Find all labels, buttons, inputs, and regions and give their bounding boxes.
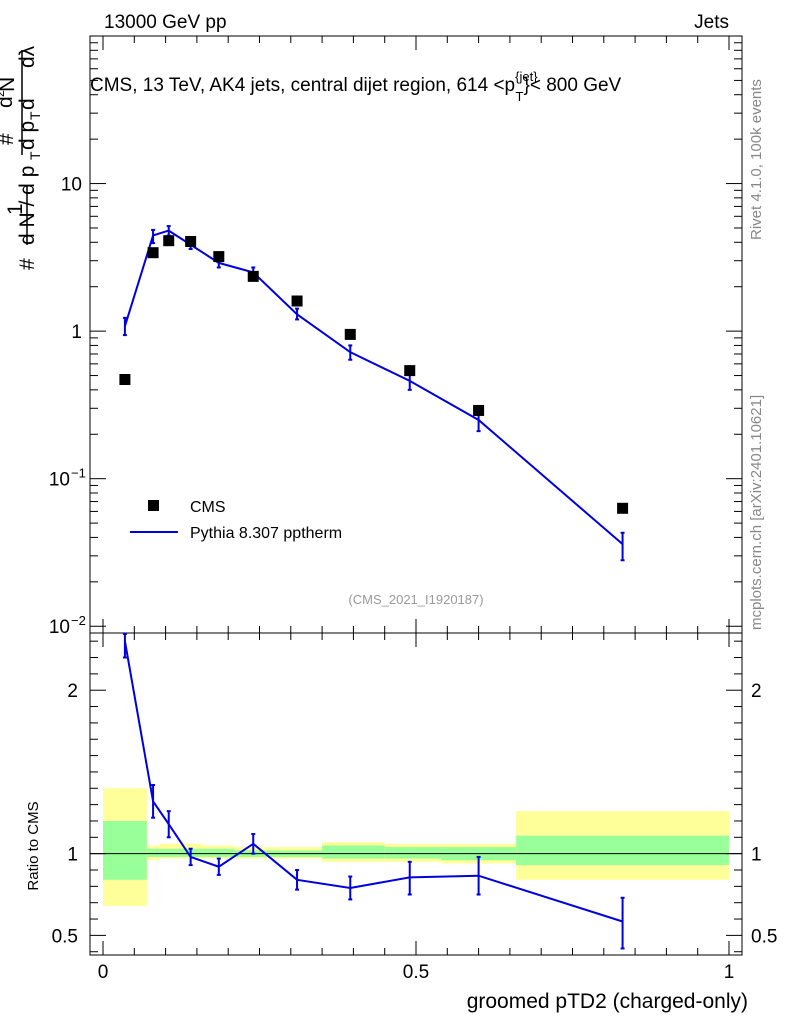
cms-data-point: [617, 502, 629, 514]
main-plot-title: CMS, 13 TeV, AK4 jets, central dijet reg…: [90, 69, 622, 104]
svg-text:T: T: [27, 151, 43, 160]
cms-data-point: [163, 235, 175, 247]
cms-data-point: [147, 247, 159, 259]
legend-pythia-label: Pythia 8.307 pptherm: [190, 525, 342, 542]
svg-text:#: #: [0, 133, 18, 145]
pythia-line: [123, 229, 624, 545]
svg-text:2: 2: [0, 90, 7, 97]
main-y-tick-label: 10: [49, 617, 70, 638]
svg-text:#: #: [16, 258, 39, 270]
cms-data-point: [119, 374, 131, 386]
ratio-frame: [89, 632, 743, 956]
main-ylabel: # d N / d p T 1 d p T # d 2 N d dλ: [0, 45, 43, 270]
svg-text:N: N: [0, 77, 19, 92]
main-frame: [89, 35, 743, 634]
cms-data-point: [291, 295, 303, 307]
cms-data-point: [213, 251, 225, 263]
cms-data-point: [404, 365, 416, 377]
mcplots-label: mcplots.cern.ch [arXiv:2401.10621]: [748, 395, 765, 630]
main-y-tick-label: 1: [71, 322, 82, 343]
svg-text:d p: d p: [16, 121, 39, 150]
x-axis-label: groomed pTD2 (charged-only): [467, 990, 748, 1013]
legend-cms-label: CMS: [190, 499, 226, 516]
header-right: Jets: [694, 12, 729, 33]
cms-data-point: [473, 404, 485, 416]
ratio-band-green: [322, 845, 385, 859]
svg-text:dλ: dλ: [16, 45, 39, 68]
x-tick-label: 1: [724, 962, 735, 983]
cms-data-point: [344, 328, 356, 340]
svg-text:T: T: [27, 111, 43, 120]
ratio-band-green: [384, 847, 442, 859]
ratio-y-tick-label: 0.5: [52, 926, 78, 947]
ratio-band-green: [203, 848, 235, 857]
ratio-ylabel: Ratio to CMS: [25, 801, 42, 890]
main-y-tick-exponent: −2: [71, 613, 86, 628]
cms-data-point: [247, 270, 259, 282]
svg-text:d: d: [0, 96, 17, 108]
ratio-y-tick-label: 2: [67, 681, 78, 702]
main-y-tick-label: 10: [61, 175, 82, 196]
cms-data-point: [185, 235, 197, 247]
ratio-band-green: [516, 835, 729, 866]
ratio-band-green: [159, 848, 179, 857]
x-tick-label: 0.5: [403, 962, 429, 983]
ratio-y-tick-label-right: 0.5: [751, 926, 777, 947]
ratio-y-tick-label: 1: [67, 845, 78, 866]
ratio-y-tick-label-right: 2: [751, 681, 762, 702]
legend: CMS Pythia 8.307 pptherm: [130, 499, 342, 542]
rivet-label: Rivet 4.1.0, 100k events: [748, 79, 765, 240]
legend-cms-marker: [148, 500, 159, 511]
analysis-tag: (CMS_2021_I1920187): [348, 592, 483, 607]
ratio-plot: 0 0.5 1 2 2 1 1 0.5 0.5: [52, 632, 777, 983]
x-tick-label: 0: [98, 962, 109, 983]
main-y-tick-label: 10: [49, 470, 70, 491]
ratio-band-green: [103, 820, 147, 880]
main-y-tick-exponent: −1: [71, 466, 86, 481]
svg-text:d: d: [16, 98, 39, 110]
header-left: 13000 GeV pp: [104, 12, 227, 33]
svg-text:1: 1: [4, 203, 27, 215]
ratio-y-tick-label-right: 1: [751, 845, 762, 866]
ratio-band-green: [146, 848, 160, 857]
